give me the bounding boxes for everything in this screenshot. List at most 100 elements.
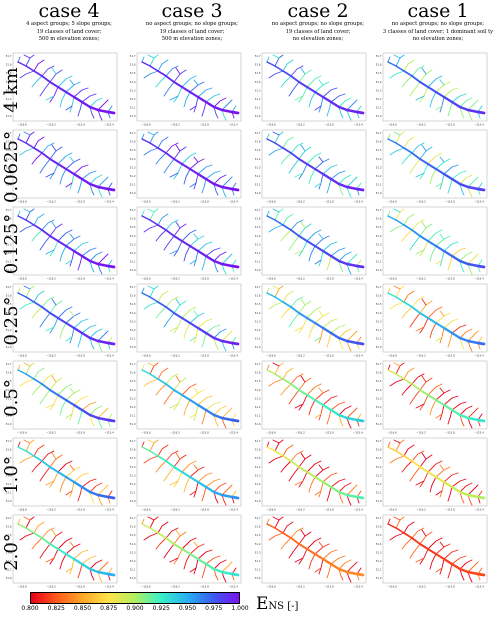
x-tick-label: −115.8 — [199, 200, 209, 204]
tributary-reach — [346, 571, 352, 583]
tributary-reach — [201, 332, 207, 348]
main-stem-segment — [230, 418, 240, 423]
y-tick-label: 51.7 — [376, 54, 382, 58]
map-panel: 51.7 51.6 51.5 51.4 51.3 51.2 51.1 51.0 −116.6 −1… — [253, 360, 369, 436]
main-stem-segment — [56, 162, 68, 171]
tributary-reach — [221, 340, 227, 352]
main-stem-segment — [298, 389, 308, 396]
tributary-reach — [141, 518, 145, 525]
map-svg: 51.7 51.6 51.5 51.4 51.3 51.2 51.1 51.0 −116.6 −1… — [255, 360, 367, 435]
y-tick-label: 51.0 — [376, 576, 382, 580]
tributary-reach — [197, 164, 213, 175]
y-tick-label: 51.3 — [376, 550, 382, 554]
tributary-reach — [33, 521, 45, 534]
y-tick-label: 51.3 — [130, 396, 136, 400]
y-tick-label: 51.0 — [6, 576, 12, 580]
tributary-reach — [143, 378, 159, 387]
tributary-reach — [409, 312, 421, 328]
tributary-reach — [33, 136, 45, 149]
tributary-reach — [173, 146, 187, 160]
tributary-reach — [157, 136, 169, 149]
tributary-reach — [69, 250, 75, 267]
main-stem-segment — [96, 108, 110, 114]
tributary-reach — [69, 233, 75, 240]
tributary-reach — [49, 377, 63, 391]
main-stem-segment — [56, 85, 68, 94]
tributary-reach — [57, 229, 73, 242]
tributary-reach — [318, 558, 324, 575]
tributary-reach — [443, 549, 459, 560]
main-stem-segment — [345, 262, 359, 268]
main-stem-segment — [476, 341, 486, 346]
main-stem-segment — [419, 158, 429, 165]
y-tick-label: 51.3 — [6, 88, 12, 92]
y-tick-label: 51.3 — [255, 550, 261, 554]
main-stem-segment — [64, 398, 76, 407]
map-panel: 51.7 51.6 51.5 51.4 51.3 51.2 51.1 51.0 −116.6 −1… — [4, 437, 120, 513]
tributary-reach — [77, 563, 83, 579]
map-frame — [261, 206, 367, 276]
main-stem-segment — [434, 398, 446, 407]
tributary-reach — [201, 486, 207, 502]
tributary-reach — [173, 223, 187, 237]
tributary-reach — [298, 146, 312, 160]
y-tick-label: 51.2 — [130, 97, 136, 101]
tributary-reach — [389, 378, 405, 387]
main-stem-segment — [426, 547, 438, 556]
tributary-reach — [165, 373, 179, 385]
tributary-reach — [411, 450, 425, 462]
tributary-reach — [73, 87, 89, 98]
tributary-reach — [459, 482, 473, 493]
x-tick-label: −116.6 — [266, 354, 276, 358]
y-tick-label: 51.4 — [6, 542, 12, 546]
tributary-reach — [443, 87, 459, 98]
tributary-reach — [403, 136, 415, 149]
tributary-reach — [409, 81, 421, 97]
tributary-reach — [322, 549, 338, 560]
x-tick-label: −115.4 — [104, 123, 114, 127]
map-frame — [382, 129, 488, 199]
tributary-reach — [221, 99, 233, 111]
tributary-reach — [31, 152, 43, 165]
tributary-reach — [300, 529, 306, 537]
tributary-reach — [41, 296, 55, 308]
x-tick-label: −116.2 — [416, 585, 426, 589]
main-stem-segment — [450, 485, 462, 494]
main-stem-segment — [88, 490, 100, 497]
tributary-reach — [165, 296, 179, 308]
tributary-reach — [69, 327, 75, 344]
main-stem-segment — [387, 523, 397, 529]
main-stem-segment — [321, 403, 333, 412]
tributary-reach — [147, 131, 155, 136]
tributary-reach — [451, 247, 467, 257]
tributary-reach — [411, 527, 425, 539]
main-stem-segment — [321, 480, 333, 489]
tributary-reach — [155, 537, 167, 550]
y-tick-label: 51.7 — [6, 516, 12, 520]
x-tick-label: −116.2 — [416, 431, 426, 435]
main-stem-segment — [419, 389, 429, 396]
tributary-reach — [338, 482, 352, 493]
y-tick-label: 51.2 — [130, 251, 136, 255]
x-tick-label: −115.4 — [228, 354, 238, 358]
main-stem-segment — [298, 235, 308, 242]
main-stem-segment — [395, 373, 405, 380]
tributary-reach — [89, 559, 103, 570]
map-panel: 51.7 51.6 51.5 51.4 51.3 51.2 51.1 51.0 −116.6 −1… — [374, 206, 490, 282]
tributary-reach — [89, 568, 95, 581]
main-stem-segment — [282, 147, 292, 154]
tributary-reach — [165, 450, 179, 462]
tributary-reach — [435, 336, 443, 342]
main-stem-segment — [149, 219, 159, 226]
tributary-reach — [298, 300, 312, 314]
tributary-reach — [282, 213, 294, 226]
y-tick-label: 51.2 — [255, 405, 261, 409]
main-stem-segment — [266, 446, 276, 452]
tributary-reach — [89, 482, 103, 493]
y-tick-label: 51.1 — [376, 491, 382, 495]
tributary-reach — [49, 317, 59, 334]
main-stem-segment — [188, 244, 200, 253]
x-tick-label: −115.8 — [199, 277, 209, 281]
tributary-reach — [205, 401, 221, 411]
main-stem-segment — [450, 254, 462, 263]
